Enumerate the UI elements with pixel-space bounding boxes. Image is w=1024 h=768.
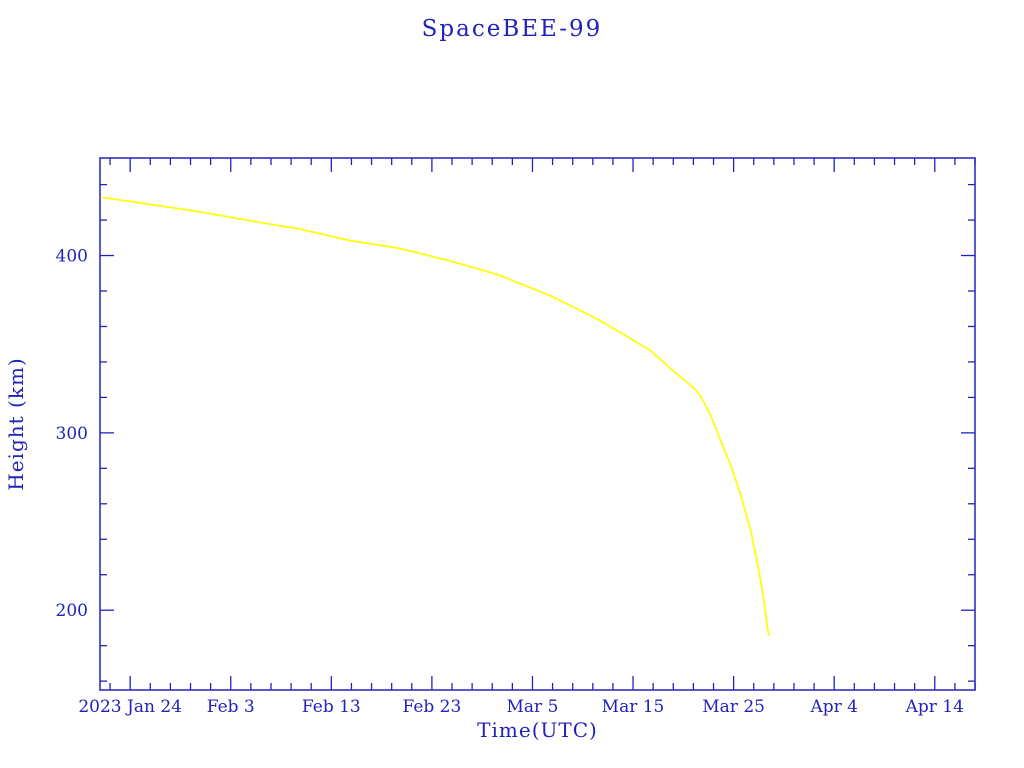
x-tick-label: Apr 4 xyxy=(809,697,858,717)
x-tick-label: Mar 5 xyxy=(507,697,559,717)
x-tick-label: 2023 Jan 24 xyxy=(78,697,182,717)
x-tick-label: Mar 15 xyxy=(602,697,665,717)
plot-frame xyxy=(99,157,976,691)
y-tick-label: 200 xyxy=(56,601,88,621)
x-tick-label: Mar 25 xyxy=(702,697,765,717)
x-axis-label: Time(UTC) xyxy=(477,718,598,742)
decay-curve xyxy=(102,196,770,636)
x-tick-label: Feb 3 xyxy=(207,697,255,717)
x-tick-label: Feb 13 xyxy=(302,697,361,717)
x-tick-label: Apr 14 xyxy=(905,697,964,717)
y-tick-label: 300 xyxy=(56,424,88,444)
chart-title: SpaceBEE-99 xyxy=(421,16,603,42)
y-tick-label: 400 xyxy=(56,247,88,267)
x-tick-label: Feb 23 xyxy=(402,697,461,717)
y-axis-label: Height (km) xyxy=(4,357,28,491)
